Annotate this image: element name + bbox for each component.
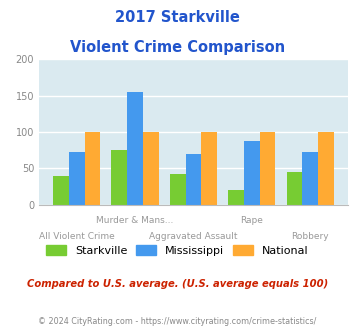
- Bar: [53, 176, 69, 205]
- Text: © 2024 CityRating.com - https://www.cityrating.com/crime-statistics/: © 2024 CityRating.com - https://www.city…: [38, 317, 317, 326]
- Bar: [127, 92, 143, 205]
- Legend: Starkville, Mississippi, National: Starkville, Mississippi, National: [46, 245, 309, 256]
- Bar: [84, 132, 100, 205]
- Text: 2017 Starkville: 2017 Starkville: [115, 10, 240, 25]
- Bar: [69, 151, 84, 205]
- Bar: [228, 190, 244, 205]
- Text: Robbery: Robbery: [291, 232, 329, 241]
- Bar: [143, 132, 159, 205]
- Bar: [302, 152, 318, 205]
- Text: All Violent Crime: All Violent Crime: [39, 232, 115, 241]
- Bar: [286, 172, 302, 205]
- Text: Murder & Mans...: Murder & Mans...: [97, 216, 174, 225]
- Text: Violent Crime Comparison: Violent Crime Comparison: [70, 40, 285, 54]
- Bar: [244, 141, 260, 205]
- Text: Aggravated Assault: Aggravated Assault: [149, 232, 238, 241]
- Text: Rape: Rape: [240, 216, 263, 225]
- Text: Compared to U.S. average. (U.S. average equals 100): Compared to U.S. average. (U.S. average …: [27, 279, 328, 289]
- Bar: [318, 132, 334, 205]
- Bar: [260, 132, 275, 205]
- Bar: [201, 132, 217, 205]
- Bar: [186, 154, 201, 205]
- Bar: [111, 150, 127, 205]
- Bar: [170, 174, 186, 205]
